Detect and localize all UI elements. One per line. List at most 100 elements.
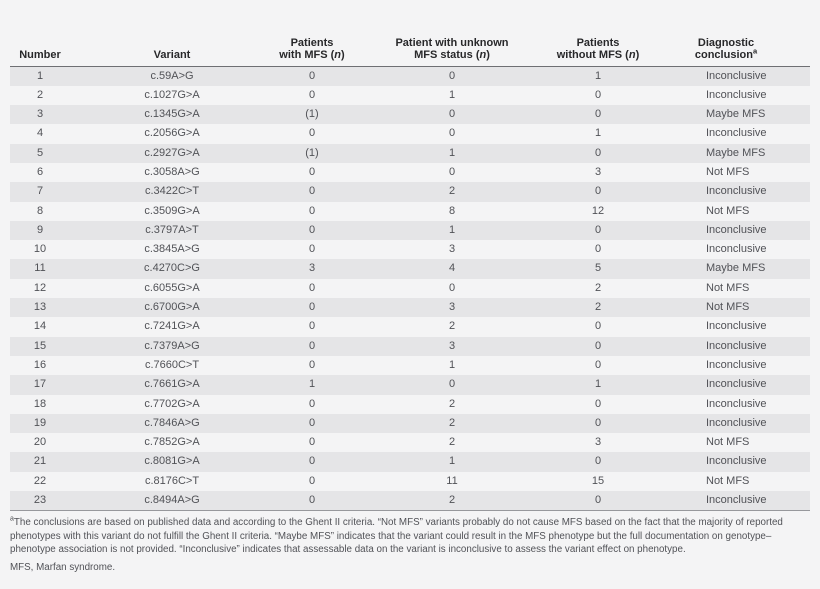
cell-patients-with-mfs: (1) [305, 108, 319, 121]
cell-patients-unknown-mfs: 3 [448, 339, 456, 352]
cell-number: 6 [36, 165, 44, 178]
cell-number: 5 [36, 146, 44, 159]
cell-variant: c.59A>G [150, 69, 194, 82]
table-row: 6 c.3058A>G 0 0 3 Not MFS [10, 163, 810, 182]
cell-diagnostic-conclusion: Inconclusive [706, 339, 767, 352]
cell-patients-without-mfs: 0 [594, 88, 602, 101]
cell-patients-without-mfs: 0 [554, 491, 642, 512]
cell-diagnostic-conclusion: Inconclusive [706, 69, 767, 82]
cell-patients-unknown-mfs: 0 [448, 127, 456, 140]
cell-number: 14 [33, 320, 47, 333]
cell-patients-unknown-mfs: 0 [448, 69, 456, 82]
cell-diagnostic-conclusion: Not MFS [706, 281, 750, 294]
cell-diagnostic-conclusion: Inconclusive [706, 320, 767, 333]
column-header-variant: Variant [70, 0, 274, 67]
cell-number: 20 [33, 436, 47, 449]
table-row: 13 c.6700G>A 0 3 2 Not MFS [10, 298, 810, 318]
cell-diagnostic-conclusion: Inconclusive [706, 397, 767, 410]
cell-patients-without-mfs: 0 [594, 339, 602, 352]
cell-patients-unknown-mfs: 4 [448, 262, 456, 275]
table-row: 18 c.7702G>A 0 2 0 Inconclusive [10, 395, 810, 414]
cell-diagnostic-conclusion: Inconclusive [706, 243, 767, 256]
footnote-abbreviation: MFS, Marfan syndrome. [10, 561, 116, 573]
table-row: 5 c.2927G>A (1) 1 0 Maybe MFS [10, 143, 810, 163]
cell-patients-with-mfs: 0 [308, 165, 316, 178]
cell-patients-unknown-mfs: 3 [448, 243, 456, 256]
cell-patients-unknown-mfs: 2 [448, 320, 456, 333]
table-row: 9 c.3797A>T 0 1 0 Inconclusive [10, 220, 810, 241]
cell-diagnostic-conclusion: Maybe MFS [706, 108, 766, 121]
cell-patients-with-mfs: 0 [308, 185, 316, 198]
cell-patients-with-mfs: 0 [274, 491, 350, 512]
cell-diagnostic-conclusion: Not MFS [706, 474, 750, 487]
cell-patients-unknown-mfs: 0 [448, 108, 456, 121]
table-row: 10 c.3845A>G 0 3 0 Inconclusive [10, 240, 810, 259]
cell-number: 12 [33, 281, 47, 294]
cell-number: 18 [33, 397, 47, 410]
cell-number: 16 [33, 358, 47, 371]
cell-patients-with-mfs: 0 [308, 455, 316, 468]
cell-number: 10 [33, 243, 47, 256]
cell-patients-with-mfs: 0 [308, 223, 316, 236]
table-row: 4 c.2056G>A 0 0 1 Inconclusive [10, 124, 810, 143]
cell-patients-with-mfs: 0 [308, 397, 316, 410]
cell-patients-unknown-mfs: 3 [448, 301, 456, 314]
cell-patients-unknown-mfs: 1 [448, 88, 456, 101]
cell-patients-unknown-mfs: 1 [448, 223, 456, 236]
cell-variant: c.3845A>G [144, 243, 200, 256]
footnote-conclusion-criteria: aThe conclusions are based on published … [10, 516, 783, 556]
cell-diagnostic-conclusion: Not MFS [706, 204, 750, 217]
cell-patients-unknown-mfs: 1 [448, 358, 456, 371]
cell-patients-without-mfs: 0 [594, 223, 602, 236]
cell-patients-without-mfs: 2 [594, 281, 602, 294]
cell-patients-without-mfs: 12 [591, 204, 605, 217]
cell-variant: c.1345G>A [144, 108, 200, 121]
cell-variant: c.7661G>A [144, 378, 200, 391]
cell-variant: c.8176C>T [144, 474, 200, 487]
cell-patients-unknown-mfs: 1 [448, 455, 456, 468]
cell-patients-with-mfs: 0 [308, 474, 316, 487]
cell-diagnostic-conclusion: Inconclusive [706, 416, 767, 429]
cell-patients-with-mfs: 0 [308, 69, 316, 82]
cell-variant: c.6055G>A [144, 281, 200, 294]
table-row: 23 c.8494A>G 0 2 0 Inconclusive [10, 491, 810, 512]
column-header-number: Number [10, 0, 70, 67]
cell-number: 2 [36, 88, 44, 101]
cell-patients-without-mfs: 3 [594, 436, 602, 449]
cell-patients-without-mfs: 2 [594, 301, 602, 314]
table-row: 2 c.1027G>A 0 1 0 Inconclusive [10, 86, 810, 105]
cell-variant: c.3509G>A [144, 204, 200, 217]
cell-diagnostic-conclusion: Maybe MFS [706, 146, 766, 159]
cell-variant: c.3422C>T [144, 185, 200, 198]
cell-patients-unknown-mfs: 11 [446, 474, 458, 487]
cell-number: 15 [33, 339, 47, 352]
cell-number: 11 [34, 262, 46, 275]
cell-patients-unknown-mfs: 2 [448, 416, 456, 429]
cell-variant: c.7660C>T [144, 358, 200, 371]
cell-patients-unknown-mfs: 2 [448, 436, 456, 449]
cell-diagnostic-conclusion: Inconclusive [706, 185, 767, 198]
cell-patients-with-mfs: 0 [308, 127, 316, 140]
table-row: 16 c.7660C>T 0 1 0 Inconclusive [10, 356, 810, 375]
table-row: 3 c.1345G>A (1) 0 0 Maybe MFS [10, 105, 810, 125]
table-row: 1 c.59A>G 0 0 1 Inconclusive [10, 66, 810, 86]
column-header-patients-unknown-mfs: Patient with unknown MFS status (n) [350, 0, 554, 67]
cell-diagnostic-conclusion: Inconclusive [706, 223, 767, 236]
table-row: 20 c.7852G>A 0 2 3 Not MFS [10, 433, 810, 452]
cell-number: 1 [36, 69, 44, 82]
cell-variant: c.2056G>A [144, 127, 200, 140]
cell-number: 19 [33, 416, 47, 429]
cell-patients-with-mfs: 0 [308, 416, 316, 429]
table-row: 19 c.7846A>G 0 2 0 Inconclusive [10, 413, 810, 434]
cell-variant: c.1027G>A [144, 88, 200, 101]
cell-patients-with-mfs: 0 [308, 204, 316, 217]
cell-diagnostic-conclusion: Inconclusive [706, 455, 767, 468]
table-row: 17 c.7661G>A 1 0 1 Inconclusive [10, 375, 810, 395]
cell-number: 7 [36, 185, 44, 198]
cell-number: 22 [33, 474, 47, 487]
cell-patients-with-mfs: 0 [308, 436, 316, 449]
cell-number: 9 [36, 223, 44, 236]
table-body: 1 c.59A>G 0 0 1 Inconclusive 2 c.1027G>A 0 1 0 Inco… [10, 66, 810, 512]
cell-variant: c.7379A>G [144, 339, 200, 352]
